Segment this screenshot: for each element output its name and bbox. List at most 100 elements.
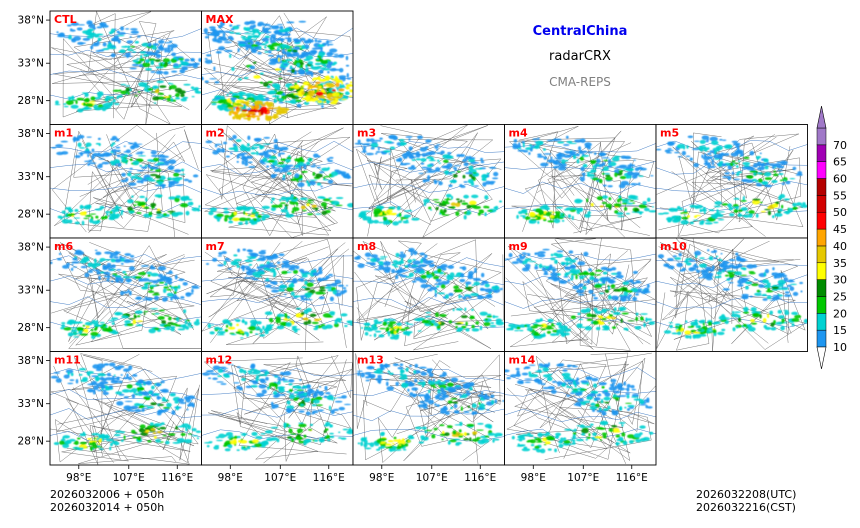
colorbar-swatch <box>816 161 827 179</box>
colorbar-swatch <box>816 262 827 280</box>
lat-tick-label: 28°N <box>18 436 44 448</box>
colorbar-label: 65 <box>833 156 847 169</box>
panel-m4: m4 <box>504 124 657 239</box>
variable-title: radarCRX <box>549 49 611 64</box>
panel-label: MAX <box>206 13 234 26</box>
lat-tick-label: 33°N <box>18 398 44 410</box>
radar-echo-field <box>51 134 201 226</box>
radar-echo-field <box>50 249 200 340</box>
panel-label: m3 <box>357 127 376 140</box>
lon-tick-label: 98°E <box>66 472 91 484</box>
panel-label: m2 <box>206 127 225 140</box>
lat-tick-label: 33°N <box>18 58 44 70</box>
panel-m2: m2 <box>201 124 354 239</box>
panel-label: m4 <box>509 127 528 140</box>
lat-tick-label: 28°N <box>18 322 44 334</box>
panel-label: m1 <box>54 127 73 140</box>
colorbar-label: 15 <box>833 324 847 337</box>
lon-tick-label: 107°E <box>416 472 448 484</box>
lon-tick-label: 98°E <box>218 472 243 484</box>
region-title: CentralChina <box>532 24 628 39</box>
radar-echo-field <box>656 135 808 225</box>
colorbar-label: 50 <box>833 206 847 219</box>
panels-layer: CTL 38°N 33°N 28°N MAX m1 38°N 33°N 28°N m2 m3 m4 m5… <box>18 10 808 484</box>
panel-label: m12 <box>206 354 233 367</box>
lon-tick-label: 107°E <box>113 472 145 484</box>
colorbar-swatch <box>816 144 827 162</box>
lat-tick-label: 38°N <box>18 128 44 140</box>
lon-tick-label: 116°E <box>616 472 648 484</box>
colorbar-label: 25 <box>833 290 847 303</box>
lat-tick-label: 38°N <box>18 15 44 27</box>
lat-tick-label: 38°N <box>18 242 44 254</box>
panel-label: m9 <box>509 240 528 253</box>
radar-echo-field <box>205 134 353 225</box>
panel-m5: m5 <box>655 124 808 239</box>
lon-tick-label: 98°E <box>369 472 394 484</box>
colorbar-extend-low <box>816 346 827 370</box>
lon-tick-label: 116°E <box>313 472 345 484</box>
panel-m10: m10 <box>655 237 808 352</box>
radar-echo-field <box>354 134 502 226</box>
valid-time-cst: 2026032216(CST) <box>696 501 796 514</box>
panel-label: m10 <box>660 240 687 253</box>
colorbar-swatch <box>816 245 827 264</box>
panel-m11: m11 38°N 33°N 28°N 98°E 107°E 116°E <box>18 351 202 484</box>
radar-echo-field <box>50 362 202 451</box>
panel-m13: m13 98°E 107°E 116°E <box>352 351 505 484</box>
colorbar-extend-high <box>816 105 827 129</box>
radar-echo-field <box>354 247 505 340</box>
lon-tick-label: 107°E <box>264 472 296 484</box>
colorbar-label: 30 <box>833 274 847 287</box>
colorbar-label: 55 <box>833 189 847 202</box>
panel-m1: m1 38°N 33°N 28°N <box>18 124 202 239</box>
colorbar-swatch <box>816 178 827 196</box>
valid-time-utc: 2026032208(UTC) <box>696 488 797 501</box>
colorbar-label: 60 <box>833 173 847 186</box>
lat-tick-label: 28°N <box>18 209 44 221</box>
lat-tick-label: 33°N <box>18 171 44 183</box>
lat-tick-label: 33°N <box>18 285 44 297</box>
colorbar-swatch <box>816 211 827 230</box>
panel-label: m8 <box>357 240 376 253</box>
lon-tick-label: 107°E <box>567 472 599 484</box>
colorbar-swatch <box>816 279 827 297</box>
panel-label: m13 <box>357 354 384 367</box>
init-time-utc: 2026032006 + 050h <box>50 488 165 501</box>
radar-echo-field <box>201 20 353 122</box>
panel-label: m14 <box>509 354 536 367</box>
colorbar-label: 40 <box>833 240 847 253</box>
radar-echo-field <box>202 363 353 452</box>
radar-echo-field <box>504 248 655 340</box>
lat-tick-label: 38°N <box>18 355 44 367</box>
panel-label: CTL <box>54 13 77 26</box>
colorbar-label: 10 <box>833 341 847 354</box>
colorbar-label: 45 <box>833 223 847 236</box>
radar-echo-field <box>205 248 353 339</box>
panel-m3: m3 <box>352 124 505 239</box>
colorbar-label: 70 <box>833 139 847 152</box>
panel-MAX: MAX <box>201 10 354 125</box>
rivers <box>504 253 656 328</box>
radar-echo-field <box>512 135 656 224</box>
colorbar-swatch <box>816 313 827 331</box>
panel-label: m6 <box>54 240 73 253</box>
panel-m7: m7 <box>201 237 354 352</box>
lon-tick-label: 116°E <box>464 472 496 484</box>
colorbar-swatch <box>816 296 827 314</box>
lat-tick-label: 28°N <box>18 95 44 107</box>
panel-m8: m8 <box>352 237 505 352</box>
lon-tick-label: 98°E <box>521 472 546 484</box>
province-boundaries <box>51 11 201 125</box>
panel-CTL: CTL 38°N 33°N 28°N <box>18 10 202 125</box>
radar-echo-field <box>54 20 202 113</box>
radar-echo-field <box>357 363 505 452</box>
panel-m6: m6 38°N 33°N 28°N <box>18 237 202 352</box>
panel-label: m11 <box>54 354 81 367</box>
panel-m9: m9 <box>504 237 657 352</box>
colorbar-label: 20 <box>833 307 847 320</box>
colorbar-swatch <box>816 127 827 146</box>
panel-label: m5 <box>660 127 679 140</box>
province-boundaries <box>51 242 202 349</box>
